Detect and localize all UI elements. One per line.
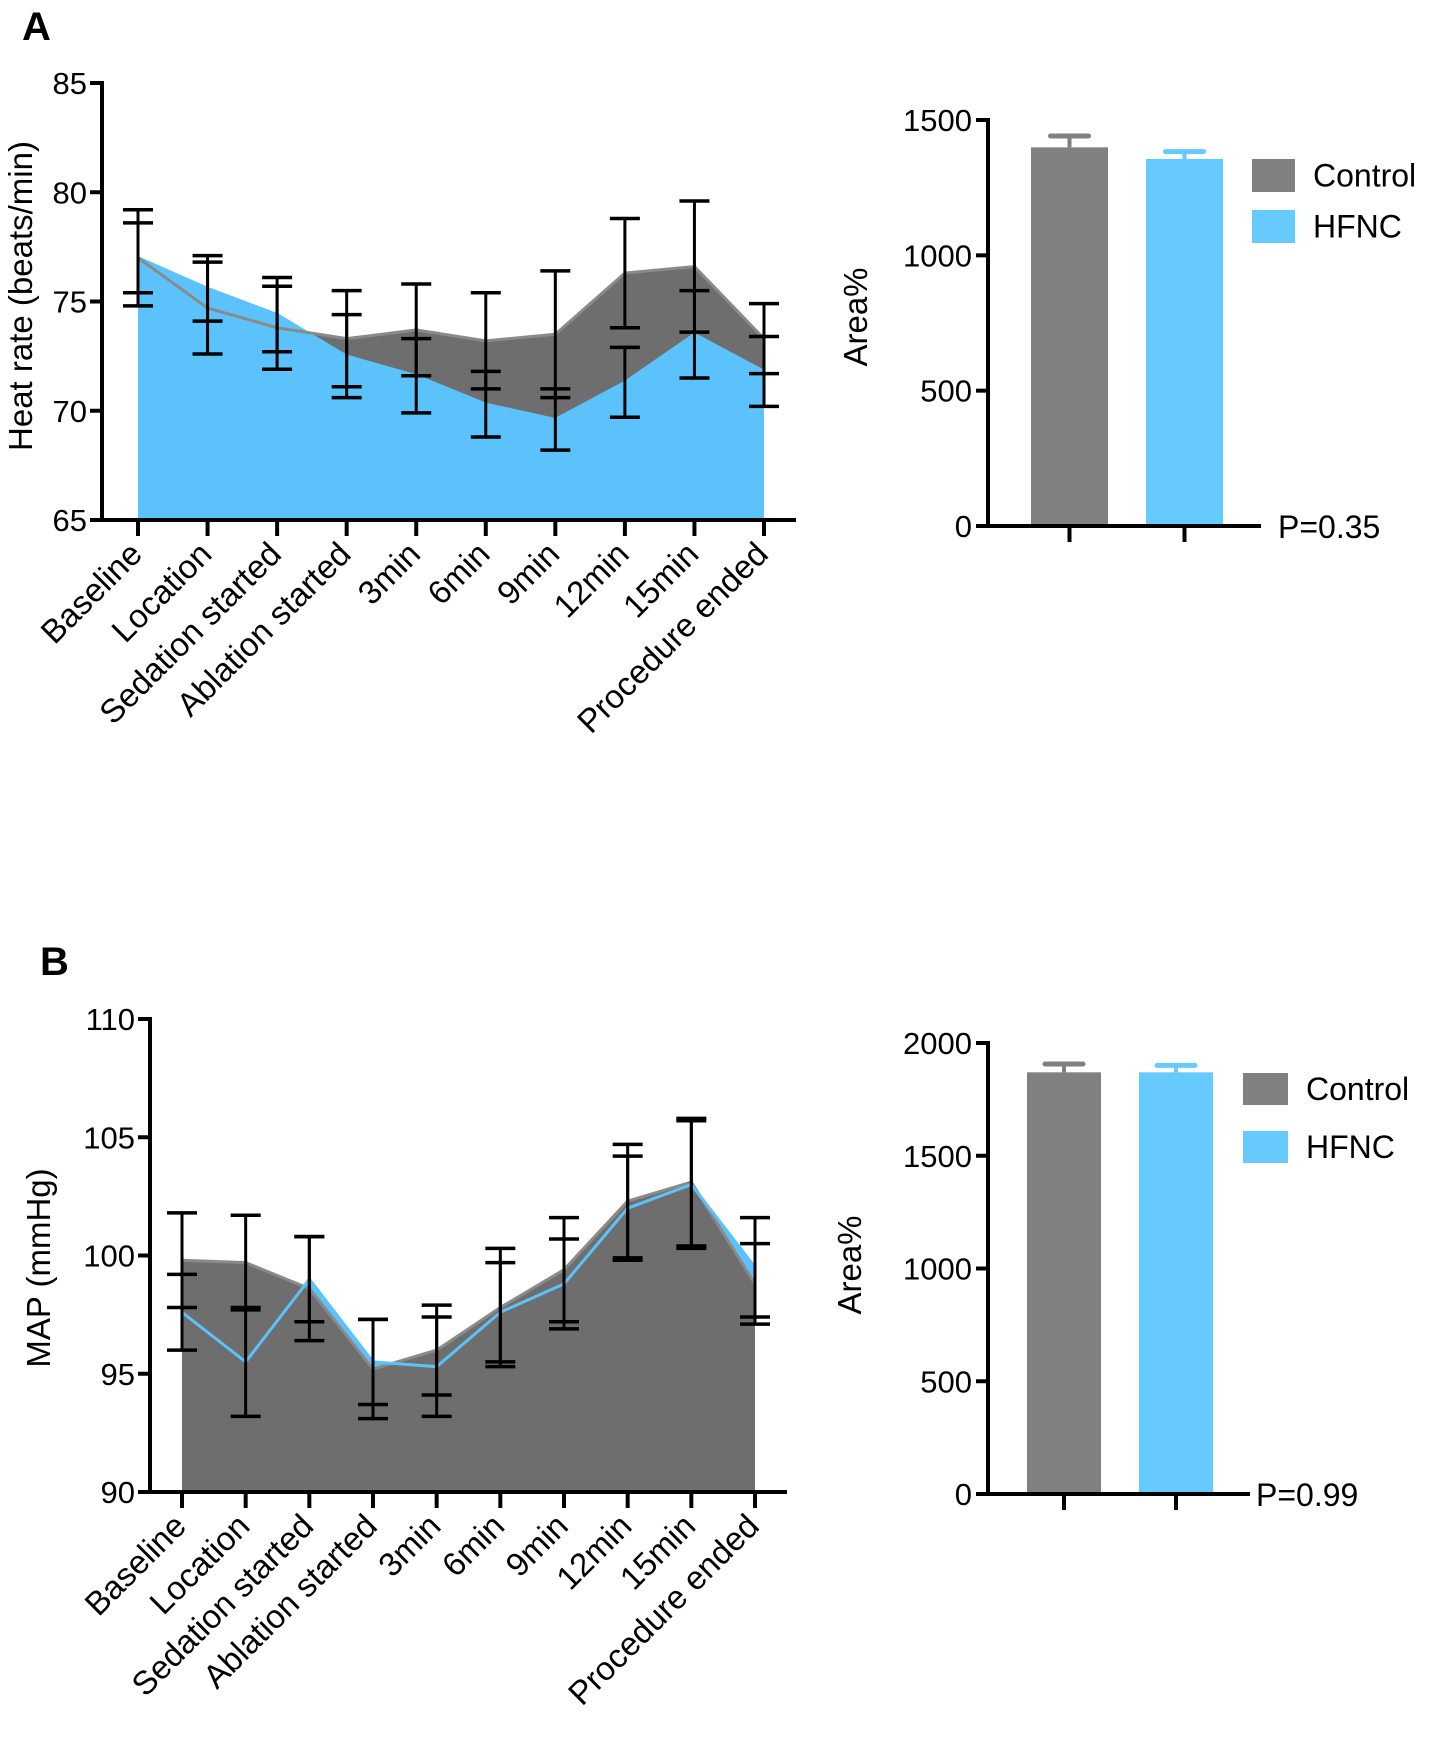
legend-swatch — [1252, 210, 1295, 243]
y-tick-label: 105 — [83, 1120, 135, 1155]
legend-label: Control — [1306, 1071, 1409, 1107]
x-tick-label: 3min — [371, 1507, 448, 1584]
error-bar-hfnc — [167, 1272, 197, 1352]
error-bar-hfnc — [540, 387, 571, 452]
error-bar-hfnc — [294, 1234, 325, 1324]
y-tick-label: 95 — [101, 1357, 135, 1392]
panel-label-b: B — [40, 940, 69, 984]
legend-swatch — [1243, 1073, 1288, 1105]
error-bar-hfnc — [358, 1317, 388, 1407]
legend-label: HFNC — [1306, 1129, 1395, 1165]
chart-b-bar: 0 500 1000 1500 2000 Area% P=0.99 Control HFNC — [831, 1026, 1409, 1513]
error-bar-hfnc — [331, 312, 362, 400]
y-axis-label: MAP (mmHg) — [20, 1168, 57, 1367]
legend-label: Control — [1313, 158, 1416, 194]
error-bar-hfnc — [609, 345, 640, 420]
error-bar-hfnc — [679, 288, 710, 380]
y-tick-label: 90 — [101, 1475, 135, 1510]
y-axis-label: Area% — [837, 267, 874, 366]
y-tick-label: 500 — [920, 374, 972, 409]
area-control — [182, 1182, 755, 1492]
error-bar-control — [609, 216, 640, 330]
panel-label-a: A — [22, 5, 51, 49]
y-tick-label: 65 — [53, 503, 87, 538]
x-tick-label: 6min — [435, 1507, 512, 1584]
y-tick-label: 2000 — [903, 1026, 972, 1061]
error-bar-hfnc — [470, 369, 501, 439]
bar-hfnc — [1146, 158, 1223, 526]
y-tick-label: 70 — [53, 394, 87, 429]
chart-a-bar: 0 500 1000 1500 Area% P=0.35 Control HFNC — [837, 103, 1416, 545]
line-control — [181, 1180, 757, 1371]
error-bar-hfnc — [421, 1315, 452, 1419]
y-tick-label: 110 — [86, 1002, 135, 1037]
legend-swatch — [1243, 1131, 1288, 1163]
legend-label: HFNC — [1313, 209, 1402, 245]
y-tick-label: 75 — [53, 285, 87, 320]
p-value-annotation: P=0.35 — [1278, 509, 1380, 545]
error-bar-hfnc — [192, 253, 223, 323]
x-tick-label: 12min — [546, 535, 636, 625]
x-tick-label: 3min — [350, 535, 427, 612]
y-tick-label: 0 — [955, 509, 972, 544]
x-tick-label: 6min — [420, 535, 497, 612]
error-bar-hfnc — [612, 1154, 643, 1262]
bar-control — [1027, 1072, 1101, 1494]
error-bar-hfnc — [401, 336, 432, 415]
y-tick-label: 80 — [53, 175, 87, 210]
legend-item-hfnc: HFNC — [1243, 1129, 1395, 1165]
legend-swatch — [1252, 159, 1295, 192]
y-tick-label: 1000 — [903, 238, 972, 273]
legend-item-hfnc: HFNC — [1252, 209, 1402, 245]
error-bar-hfnc — [749, 334, 779, 409]
bar-hfnc — [1139, 1072, 1213, 1494]
y-tick-label: 0 — [955, 1477, 972, 1512]
bar-control — [1031, 147, 1108, 526]
error-bar-hfnc — [740, 1215, 770, 1319]
error-bar-hfnc — [123, 207, 153, 308]
error-bar-hfnc — [262, 275, 293, 354]
error-bar-hfnc — [549, 1237, 579, 1331]
y-axis-label: Heat rate (beats/min) — [2, 141, 39, 451]
y-tick-label: 100 — [83, 1239, 135, 1274]
y-tick-label: 85 — [53, 66, 87, 101]
error-bar-hfnc — [485, 1260, 516, 1364]
line-control — [137, 256, 766, 343]
error-bar-hfnc — [676, 1118, 707, 1251]
y-tick-label: 500 — [920, 1364, 972, 1399]
y-tick-label: 1000 — [903, 1252, 972, 1287]
legend-item-control: Control — [1243, 1071, 1409, 1107]
area-hfnc — [138, 257, 764, 520]
y-tick-label: 1500 — [903, 103, 972, 138]
legend-item-control: Control — [1252, 158, 1416, 194]
line-hfnc — [137, 256, 765, 422]
error-bar-hfnc — [230, 1305, 261, 1419]
line-hfnc — [181, 1182, 757, 1369]
p-value-annotation: P=0.99 — [1256, 1477, 1358, 1513]
y-axis-label: Area% — [831, 1215, 868, 1314]
y-tick-label: 1500 — [903, 1139, 972, 1174]
